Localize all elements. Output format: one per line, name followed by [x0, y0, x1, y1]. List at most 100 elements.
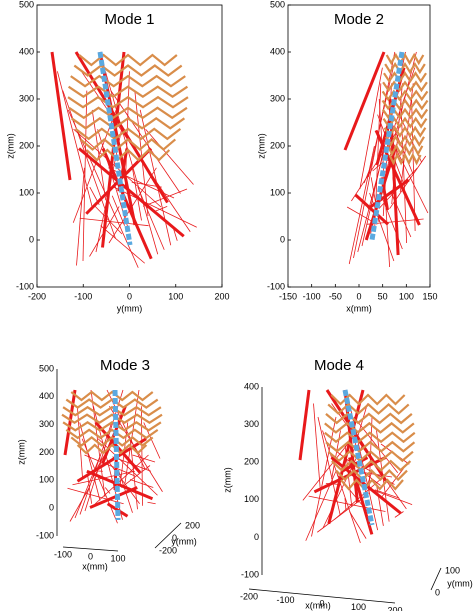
z-ticks-label: 400: [244, 381, 259, 391]
z-label: z(mm): [256, 133, 266, 159]
rib: [330, 393, 406, 406]
x-tick-label: 0: [356, 291, 361, 301]
z-ticks-label: 100: [244, 494, 259, 504]
muscle: [376, 484, 384, 526]
x-tick-label: -50: [329, 291, 342, 301]
rib: [331, 459, 412, 472]
rib: [384, 62, 426, 75]
z-tick-label: 400: [270, 46, 285, 56]
rib: [67, 95, 189, 109]
muscle: [313, 403, 321, 488]
x-label: x(mm): [305, 600, 331, 610]
z-ticks-label: 200: [39, 447, 54, 457]
rib: [68, 106, 188, 120]
muscle: [147, 501, 156, 505]
rib: [62, 405, 162, 417]
z-label: z(mm): [16, 439, 26, 465]
z-tick-label: 0: [280, 234, 285, 244]
y-ticks-label: 0: [172, 533, 177, 543]
z-tick-label: -100: [267, 281, 285, 291]
x-ticks-label: 100: [351, 602, 366, 611]
z-ticks-label: 400: [39, 391, 54, 401]
rib: [70, 436, 154, 447]
x-tick-label: -150: [279, 291, 297, 301]
rib: [65, 428, 159, 440]
rib: [381, 89, 429, 102]
x-ticks-label: 0: [88, 551, 93, 561]
z-tick-label: 300: [19, 93, 34, 103]
muscle: [82, 90, 88, 262]
muscle: [353, 416, 399, 473]
rib: [325, 440, 416, 453]
z-tick-label: 0: [29, 234, 34, 244]
z-ticks-label: 300: [39, 419, 54, 429]
x-label: x(mm): [82, 561, 108, 571]
muscle: [79, 422, 101, 501]
muscle: [411, 98, 416, 232]
muscle: [348, 403, 368, 467]
muscle: [392, 177, 397, 199]
rib: [67, 85, 189, 98]
muscle: [331, 403, 407, 510]
z-tick-label: 400: [19, 46, 34, 56]
muscle: [129, 438, 138, 510]
muscle: [67, 109, 139, 268]
z-tick-label: 100: [19, 187, 34, 197]
z-ticks-label: 0: [254, 532, 259, 542]
muscle: [110, 90, 181, 194]
rib: [62, 420, 162, 432]
rib: [335, 468, 408, 482]
axes-box: [287, 4, 431, 288]
muscle: [154, 206, 168, 212]
z-ticks-label: 300: [244, 419, 259, 429]
rib: [388, 152, 422, 166]
rib: [385, 134, 425, 147]
rib: [79, 138, 177, 151]
x-tick-label: -100: [303, 291, 321, 301]
x-tick-label: 150: [422, 291, 437, 301]
z-tick-label: 500: [270, 0, 285, 9]
panel: Mode 4 400 300 200 100 0 -100 -200 -100 0 100 200 0 1…: [222, 357, 472, 611]
z-ticks-label: 100: [39, 475, 54, 485]
x-ticks-label: -200: [240, 591, 258, 601]
muscle: [354, 193, 390, 226]
muscle: [143, 188, 188, 207]
rib: [61, 413, 163, 425]
x-ticks-label: 0: [319, 598, 324, 608]
muscle: [172, 225, 178, 241]
muscle: [305, 470, 337, 541]
muscle: [86, 469, 154, 501]
x-tick-label: -200: [28, 291, 46, 301]
rib: [85, 148, 171, 162]
x-label: x(mm): [346, 303, 372, 313]
x-ticks-label: -100: [54, 549, 72, 559]
muscle: [359, 67, 383, 190]
axis: [248, 588, 396, 604]
muscle: [50, 51, 72, 181]
x-tick-label: 100: [168, 291, 183, 301]
z-tick-label: 200: [270, 140, 285, 150]
panel-title: Mode 2: [334, 11, 384, 28]
z-ticks-label: -100: [241, 569, 259, 579]
z-tick-label: 300: [270, 93, 285, 103]
rib: [76, 443, 148, 455]
axis: [154, 522, 182, 549]
rib: [385, 52, 425, 66]
muscle: [317, 497, 364, 533]
muscle: [69, 487, 90, 522]
muscle: [137, 186, 165, 250]
panel-title: Mode 4: [314, 357, 364, 374]
muscle: [308, 495, 386, 512]
panel-title: Mode 3: [100, 357, 150, 374]
rib: [325, 412, 413, 425]
muscle: [72, 109, 117, 223]
rib: [70, 74, 186, 88]
z-label: z(mm): [5, 133, 15, 159]
muscle: [76, 406, 83, 478]
muscle: [78, 147, 185, 238]
muscle: [378, 167, 418, 209]
z-ticks-label: 200: [244, 457, 259, 467]
x-tick-label: 50: [378, 291, 388, 301]
x-ticks-label: 200: [387, 605, 402, 611]
